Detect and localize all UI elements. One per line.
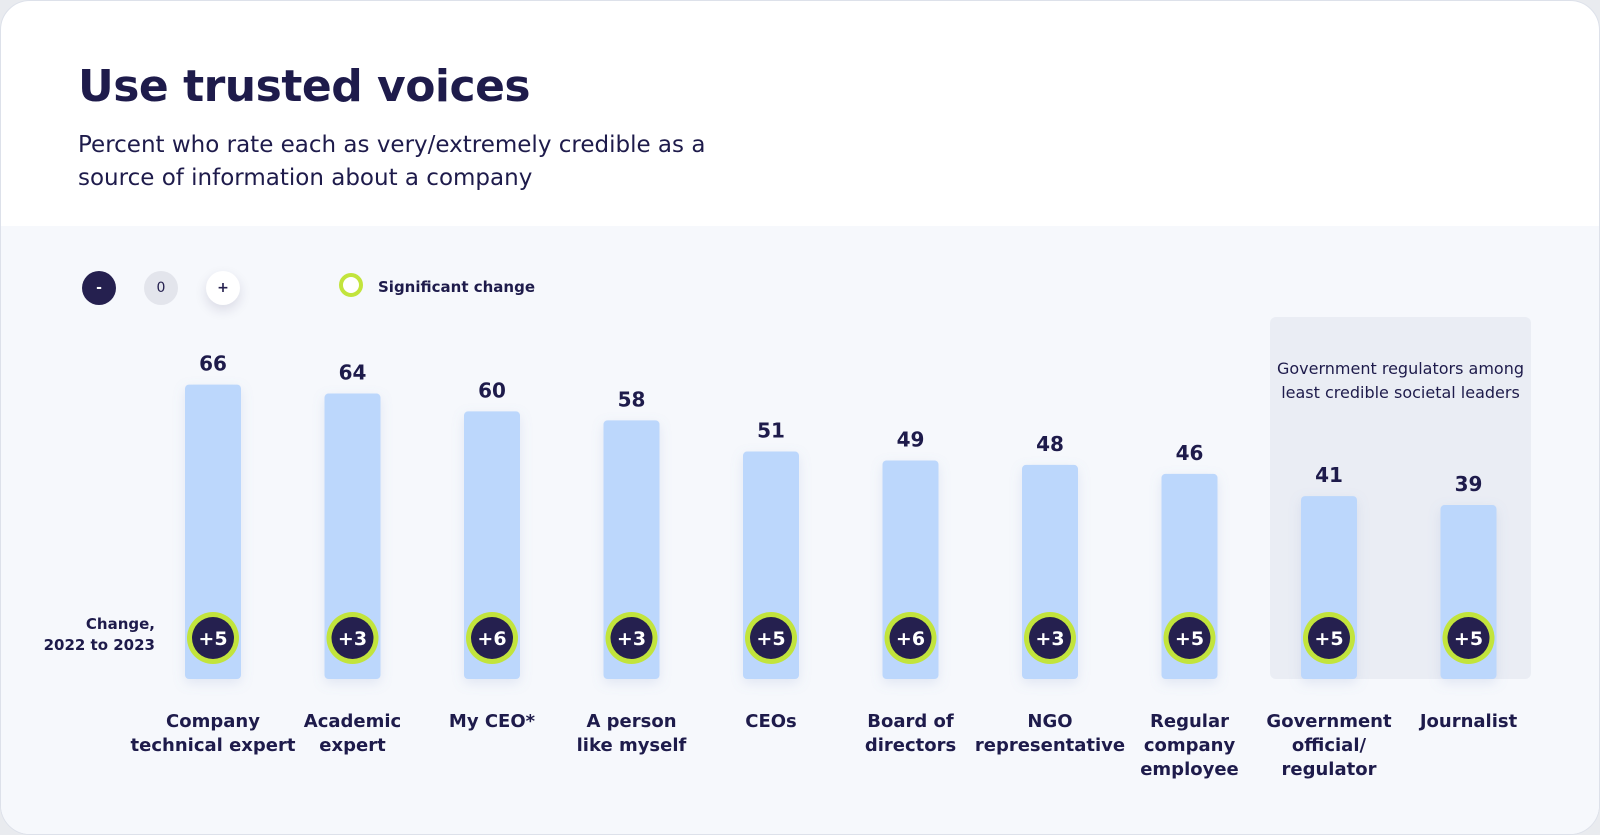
- bar-value-label: 41: [1315, 463, 1343, 487]
- change-badge-value: +6: [477, 628, 506, 650]
- bar-2: [464, 411, 520, 679]
- change-row-label-line: 2022 to 2023: [43, 635, 155, 654]
- legend-significant-label: Significant change: [378, 278, 535, 296]
- bar-0: [185, 384, 241, 679]
- change-row-label: Change, 2022 to 2023: [41, 614, 155, 655]
- bar-value-label: 39: [1455, 472, 1483, 496]
- category-label-line: directors: [865, 735, 956, 756]
- change-badge: [471, 617, 513, 659]
- category-label-line: A person: [586, 711, 676, 732]
- change-badge-value: +5: [198, 628, 227, 650]
- change-badge-value: +5: [756, 628, 785, 650]
- change-badge-value: +3: [1035, 628, 1064, 650]
- category-label-line: Company: [166, 711, 260, 732]
- bar-1: [324, 393, 381, 679]
- category-label-line: Regular: [1150, 711, 1229, 732]
- category-label: Journalist: [1418, 711, 1518, 732]
- category-label-line: employee: [1140, 759, 1239, 780]
- bar-value-label: 49: [897, 427, 925, 451]
- change-badge: [1029, 617, 1071, 659]
- category-label-line: Government: [1266, 711, 1392, 732]
- chart-subtitle: Percent who rate each as very/extremely …: [78, 132, 706, 191]
- bar-value-label: 64: [339, 361, 367, 385]
- category-label-line: representative: [975, 735, 1125, 756]
- category-label: A person like myself: [577, 711, 687, 756]
- category-label-line: NGO: [1027, 711, 1072, 732]
- change-badge-value: +3: [617, 628, 646, 650]
- change-badge: [192, 617, 234, 659]
- category-label: Company technical expert: [131, 711, 296, 756]
- change-badge: [1168, 617, 1211, 659]
- category-label-line: Journalist: [1418, 711, 1518, 732]
- category-label-line: technical expert: [131, 735, 296, 756]
- change-badge-value: +3: [338, 628, 367, 650]
- change-badge: [1308, 617, 1350, 659]
- bar-value-label: 66: [199, 352, 227, 376]
- change-badge: [610, 617, 653, 659]
- category-label-line: company: [1144, 735, 1236, 756]
- change-badge: [331, 617, 374, 659]
- category-label: My CEO*: [449, 711, 536, 732]
- highlight-note: Government regulators among least credib…: [1276, 359, 1525, 402]
- change-badge: [750, 617, 792, 659]
- category-label-line: Academic: [304, 711, 401, 732]
- category-label: Regular company employee: [1140, 711, 1239, 780]
- change-row-label-line: Change,: [85, 615, 155, 633]
- chart-title: Use trusted voices: [78, 61, 531, 112]
- legend-positive-change: +: [206, 271, 240, 305]
- category-label: Academic expert: [304, 711, 401, 756]
- bar-value-label: 60: [478, 378, 506, 402]
- change-badge-value: +5: [1454, 628, 1483, 650]
- category-label: NGO representative: [975, 711, 1125, 756]
- change-badge: [1447, 617, 1490, 659]
- category-label-line: CEOs: [745, 711, 797, 732]
- category-label: Board of directors: [865, 711, 956, 756]
- bar-value-label: 51: [757, 419, 785, 443]
- change-badge: [889, 617, 932, 659]
- category-label-line: regulator: [1282, 759, 1377, 780]
- change-badge-value: +5: [1314, 628, 1343, 650]
- legend-no-change: 0: [144, 271, 178, 305]
- category-label-line: official/: [1292, 735, 1367, 756]
- bar-value-label: 48: [1036, 432, 1064, 456]
- category-label-line: My CEO*: [449, 711, 536, 732]
- category-label: CEOs: [745, 711, 797, 732]
- category-label-line: Board of: [867, 711, 954, 732]
- bar-value-label: 46: [1176, 441, 1204, 465]
- bar-value-label: 58: [618, 387, 646, 411]
- category-label-line: like myself: [577, 735, 687, 756]
- change-badge-value: +5: [1175, 628, 1204, 650]
- bar-3: [603, 420, 660, 679]
- significant-change-ring-icon: [339, 273, 363, 297]
- change-badge-value: +6: [896, 628, 925, 650]
- category-label-line: expert: [319, 735, 386, 756]
- category-label: Government official/regulator: [1266, 711, 1392, 780]
- legend-negative-change: -: [82, 271, 116, 305]
